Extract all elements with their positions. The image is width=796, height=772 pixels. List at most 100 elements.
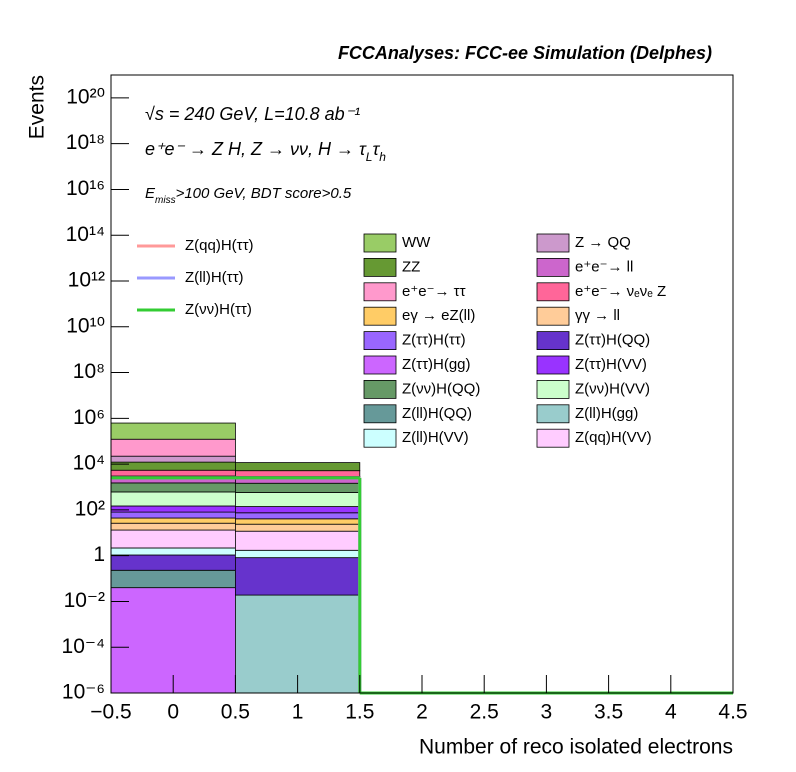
legend-label: Z(ll)H(QQ)	[402, 405, 472, 422]
annotation-text: h	[379, 150, 386, 164]
legend-label: e⁺e⁻→ νₑνₑ Z	[575, 283, 666, 300]
legend-swatch	[363, 282, 397, 302]
x-axis-label: Number of reco isolated electrons	[419, 736, 733, 759]
bar-segment	[110, 505, 236, 513]
bar-segment	[234, 523, 361, 532]
legend-label: Z(ll)H(ττ)	[185, 269, 244, 286]
bar-segment	[110, 517, 236, 524]
annotation-text: e⁺e⁻ → Z H, Z → νν, H → τ	[145, 139, 367, 159]
y-axis-label: Events	[26, 75, 49, 139]
legend-swatch	[536, 331, 570, 351]
annotation-text: E	[145, 185, 156, 202]
y-tick-label: 10⁻⁴	[62, 635, 105, 658]
legend-label: Z(ττ)H(QQ)	[575, 332, 650, 349]
bar-segment	[234, 518, 361, 525]
legend-label: e⁺e⁻→ ττ	[402, 283, 466, 300]
legend-swatch	[363, 404, 397, 424]
legend-label: Z(ττ)H(VV)	[575, 356, 647, 373]
bar-segment	[110, 422, 236, 440]
legend-swatch	[536, 282, 570, 302]
bar-segment	[234, 530, 361, 551]
legend-swatch	[363, 306, 397, 326]
y-tick-label: 10¹²	[68, 269, 105, 292]
x-tick-label: 0.5	[221, 701, 250, 724]
plot-area	[110, 422, 733, 695]
y-tick-label: 10⁸	[73, 360, 105, 383]
y-tick-label: 10¹⁶	[66, 177, 105, 200]
x-tick-label: 1	[292, 701, 304, 724]
y-tick-label: 10⁴	[73, 452, 105, 475]
x-tick-label: 3.5	[594, 701, 623, 724]
bar-segment	[234, 557, 361, 596]
annotation: √s = 240 GeV, L=10.8 ab⁻¹	[145, 104, 360, 124]
bar-segment	[234, 549, 361, 559]
x-tick-label: 1.5	[345, 701, 374, 724]
y-tick-label: 10⁶	[73, 406, 105, 429]
legend-swatch	[363, 233, 397, 253]
x-tick-label: 3	[541, 701, 553, 724]
y-tick-label: 10⁻²	[64, 589, 105, 612]
annotation: e⁺e⁻ → Z H, Z → νν, H → τLτh	[145, 139, 386, 164]
legend-swatch	[536, 233, 570, 253]
legend-label: Z(ττ)H(gg)	[402, 356, 471, 373]
legend-swatch	[536, 306, 570, 326]
bar-segment	[110, 482, 236, 493]
legend-label: Z(ττ)H(ττ)	[402, 332, 466, 349]
bar-segment	[110, 569, 236, 589]
legend-swatch	[363, 331, 397, 351]
legend-label: WW	[402, 234, 431, 251]
legend-label: Z(νν)H(QQ)	[402, 380, 480, 397]
annotation-text: L	[366, 150, 373, 164]
annotation: Emiss>100 GeV, BDT score>0.5	[145, 185, 352, 206]
bar-segment	[110, 455, 236, 463]
legend-swatch	[363, 379, 397, 399]
legend-label: Z(qq)H(ττ)	[185, 237, 254, 254]
bar-segment	[110, 461, 236, 471]
legend-swatch	[536, 404, 570, 424]
x-tick-label: 2	[416, 701, 428, 724]
bar-segment	[110, 529, 236, 549]
annotation-text: √s = 240 GeV, L=10.8 ab⁻¹	[145, 104, 360, 124]
y-tick-label: 10²	[75, 497, 105, 520]
legend-label: eγ → eZ(ll)	[402, 307, 475, 324]
x-tick-label: 2.5	[470, 701, 499, 724]
y-tick-label: 10²⁰	[66, 85, 105, 108]
y-tick-label: 1	[93, 543, 105, 566]
y-tick-label: 10¹⁸	[66, 131, 105, 154]
y-tick-label: 10⁻⁶	[62, 681, 105, 704]
x-tick-label: −0.5	[90, 701, 131, 724]
legend-swatch	[363, 257, 397, 277]
chart-title: FCCAnalyses: FCC-ee Simulation (Delphes)	[338, 43, 712, 63]
legend-label: Z → QQ	[575, 234, 631, 251]
bar-segment	[234, 462, 361, 472]
legend-label: Z(νν)H(VV)	[575, 380, 650, 397]
legend-label: γγ → ll	[575, 307, 620, 324]
x-tick-label: 0	[167, 701, 179, 724]
bar-segment	[110, 547, 236, 556]
bar-segment	[110, 511, 236, 519]
bar-segment	[234, 492, 361, 507]
legend-label: e⁺e⁻→ ll	[575, 258, 633, 275]
x-tick-label: 4	[665, 701, 677, 724]
bar-segment	[234, 482, 361, 493]
annotation-text: >100 GeV, BDT score>0.5	[176, 185, 352, 202]
bar-segment	[110, 491, 236, 507]
bar-segment	[234, 506, 361, 514]
bar-segment	[234, 512, 361, 520]
y-tick-label: 10¹⁴	[66, 223, 105, 246]
legend-label: Z(νν)H(ττ)	[185, 301, 252, 318]
legend-label: Z(qq)H(VV)	[575, 429, 652, 446]
x-tick-label: 4.5	[718, 701, 747, 724]
annotation-text: miss	[155, 195, 176, 206]
legend-swatch	[536, 257, 570, 277]
bar-segment	[110, 554, 236, 571]
bar-segment	[110, 438, 236, 457]
legend-swatch	[536, 379, 570, 399]
bar-segment	[234, 470, 361, 477]
legend-swatch	[363, 355, 397, 375]
legend-swatch	[363, 428, 397, 448]
legend-swatch	[536, 428, 570, 448]
annotation-text: τ	[372, 139, 380, 159]
